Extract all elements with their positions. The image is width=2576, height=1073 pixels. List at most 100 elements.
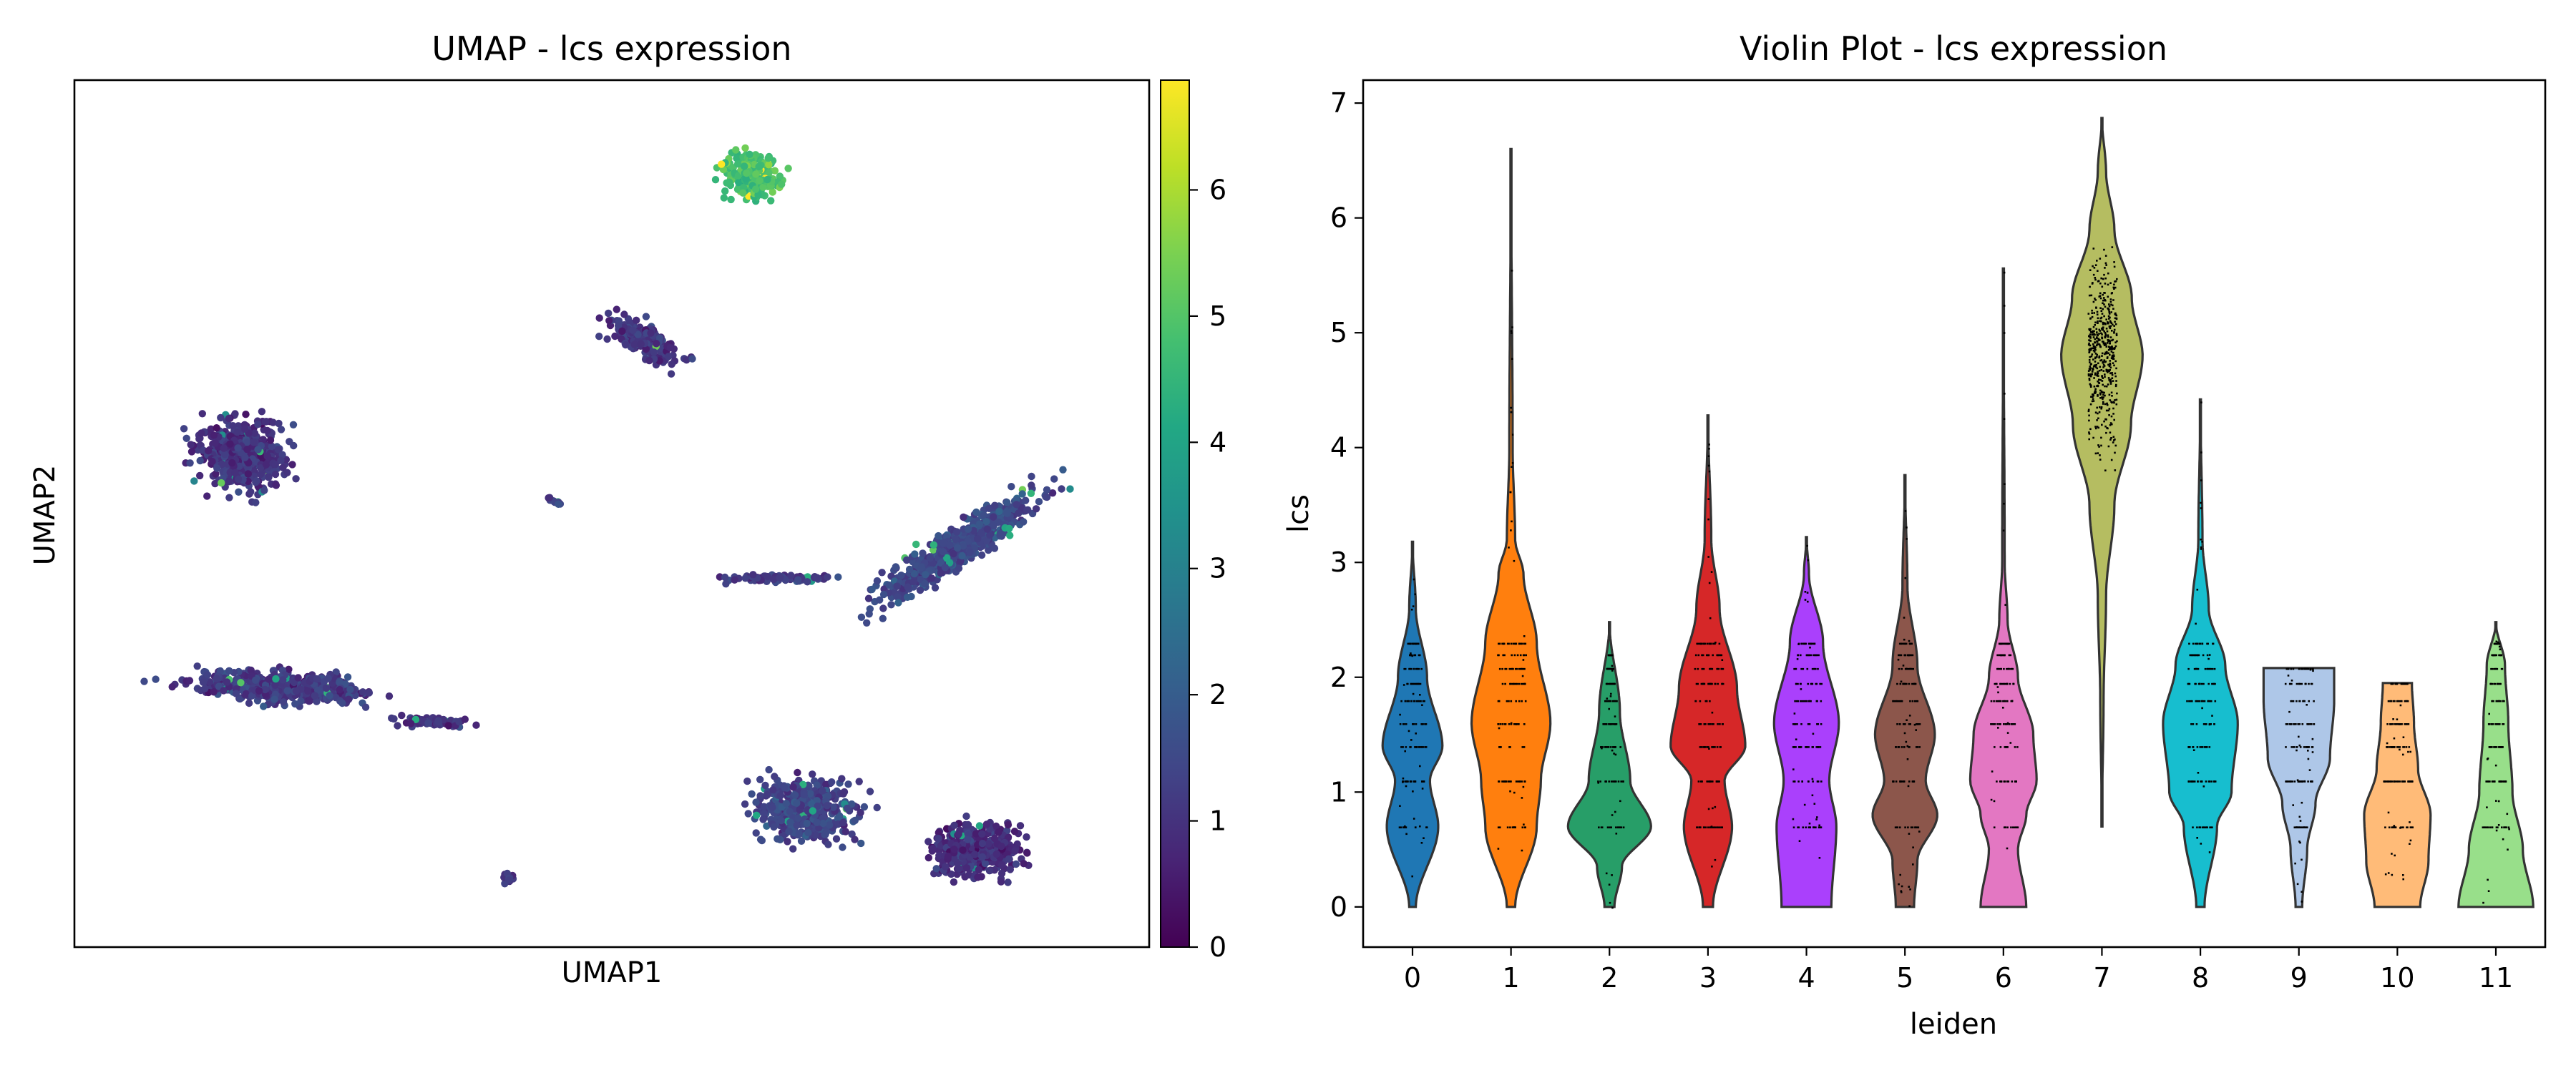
violin-point [1708, 470, 1711, 473]
violin-point [1694, 654, 1697, 657]
violin-point [1506, 826, 1509, 828]
umap-point [769, 803, 776, 811]
violin-point [2088, 368, 2091, 370]
violin-point [1800, 667, 1802, 670]
violin-point [1506, 700, 1508, 702]
umap-point [305, 697, 313, 705]
violin-point [1704, 723, 1707, 725]
violin-point [2094, 298, 2096, 300]
violin-point [1601, 746, 1603, 748]
violin-point [1900, 890, 1903, 892]
violin-point [1999, 723, 2001, 725]
violin-point [2200, 548, 2202, 550]
umap-point [205, 447, 213, 455]
violin-point [2294, 862, 2296, 865]
violin-point [1509, 491, 1512, 494]
violin-point [2105, 431, 2107, 434]
violin-point [1515, 642, 1517, 645]
umap-point [187, 448, 196, 456]
violin-point [1405, 780, 1408, 783]
violin-point [2105, 352, 2108, 355]
violin-point [1614, 746, 1616, 748]
violin-point [1702, 746, 1704, 748]
umap-point [795, 830, 804, 838]
violin-point [2008, 654, 2011, 657]
violin-point [2113, 418, 2115, 421]
violin-point [2300, 826, 2303, 828]
umap-point [1012, 860, 1020, 868]
umap-point [878, 569, 886, 577]
violin-point [1413, 818, 1415, 820]
violin-point [1498, 642, 1501, 645]
violin-point [2203, 826, 2205, 828]
violin-point [1608, 723, 1610, 725]
violin-point [1415, 700, 1418, 702]
umap-point [1006, 866, 1015, 873]
violin-point [1714, 805, 1717, 808]
violin-point [1795, 746, 1797, 748]
violin-point [2200, 451, 2202, 454]
umap-point [841, 828, 849, 836]
violin-point [1708, 748, 1710, 750]
umap-point [887, 601, 895, 609]
umap-point [260, 486, 268, 494]
violin-point [2102, 321, 2104, 324]
violin-point [2092, 400, 2095, 402]
violin-point [1619, 826, 1621, 828]
violin-point [2089, 337, 2092, 339]
umap-point [185, 677, 194, 685]
violin-point [1409, 667, 1412, 670]
violin-point [1498, 727, 1501, 730]
violin-point [2088, 359, 2091, 361]
violin-point [2099, 282, 2102, 285]
violin-point [2010, 723, 2013, 725]
umap-point [789, 845, 797, 853]
violin-point [2112, 354, 2115, 356]
violin-point [1510, 700, 1513, 702]
umap-point [951, 535, 960, 544]
colorbar-gradient [1160, 79, 1190, 948]
umap-point [187, 441, 195, 449]
violin-point [1611, 874, 1613, 876]
umap-point [857, 839, 865, 848]
violin-point [1415, 723, 1418, 725]
violin-point [2088, 335, 2091, 338]
umap-point [292, 475, 300, 483]
violin-body-8 [2162, 398, 2239, 908]
violin-point [1912, 846, 1914, 848]
violin-point [1712, 780, 1714, 783]
violin-point [2193, 667, 2196, 670]
violin-point [1498, 746, 1501, 748]
violin-point [2089, 361, 2091, 363]
violin-point [1811, 667, 1814, 670]
violin-point [2107, 349, 2110, 351]
violin-point [1415, 642, 1418, 645]
violin-point [1811, 746, 1814, 748]
umap-ylabel: UMAP2 [29, 465, 62, 566]
violin-point [1810, 642, 1813, 645]
violin-point [2087, 373, 2090, 376]
violin-point [2105, 370, 2108, 372]
umap-point [964, 537, 972, 545]
violin-point [2192, 642, 2195, 645]
violin-point [2103, 322, 2106, 324]
violin-point [2097, 371, 2099, 373]
violin-point [2397, 780, 2399, 783]
violin-point [1607, 746, 1609, 748]
umap-point [242, 411, 250, 418]
violin-point [1508, 780, 1511, 783]
violin-point [1415, 682, 1418, 685]
violin-point [2094, 341, 2097, 344]
violin-point [1820, 682, 1823, 685]
violin-point [2096, 426, 2099, 428]
violin-point [2097, 417, 2099, 420]
violin-point [2094, 299, 2097, 301]
violin-point [2099, 454, 2101, 456]
umap-point [966, 548, 974, 557]
violin-point [2385, 780, 2387, 783]
violin-point [1619, 746, 1621, 748]
violin-point [1403, 667, 1405, 670]
violin-point [2092, 393, 2094, 396]
violin-point [2384, 873, 2387, 876]
violin-point [2402, 878, 2404, 881]
